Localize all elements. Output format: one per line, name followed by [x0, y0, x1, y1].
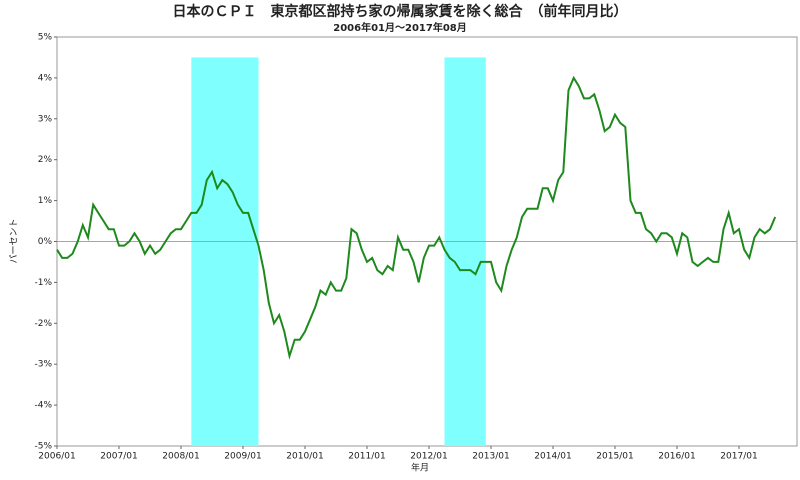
y-tick-label: 1%: [38, 196, 53, 206]
x-tick-label: 2015/01: [596, 452, 633, 462]
shaded-period: [191, 57, 259, 446]
x-axis-label: 年月: [411, 462, 429, 474]
x-tick-label: 2016/01: [658, 452, 695, 462]
x-tick-label: 2010/01: [286, 452, 323, 462]
x-tick-label: 2009/01: [224, 452, 261, 462]
y-tick-label: -2%: [34, 319, 52, 329]
y-tick-label: -5%: [34, 442, 52, 452]
chart-title: 日本のＣＰＩ 東京都区部持ち家の帰属家賃を除く総合 （前年同月比）: [173, 3, 628, 20]
y-tick-label: 5%: [38, 33, 53, 43]
y-tick-label: 4%: [38, 73, 53, 83]
y-tick-label: -3%: [34, 360, 52, 370]
y-tick-label: -1%: [34, 278, 52, 288]
x-tick-label: 2008/01: [162, 452, 199, 462]
x-tick-label: 2006/01: [38, 452, 75, 462]
x-tick-label: 2014/01: [534, 452, 571, 462]
y-tick-label: 3%: [38, 114, 53, 124]
shaded-period: [444, 57, 486, 446]
chart-subtitle: 2006年01月～2017年08月: [333, 21, 467, 34]
x-tick-label: 2007/01: [100, 452, 137, 462]
y-tick-label: 2%: [38, 155, 53, 165]
data-line: [56, 75, 777, 360]
x-tick-label: 2013/01: [472, 452, 509, 462]
x-tick-label: 2012/01: [410, 452, 447, 462]
y-tick-label: -4%: [34, 401, 52, 411]
y-tick-label: 0%: [38, 237, 53, 247]
y-axis-label: パーセント: [9, 218, 20, 263]
x-tick-label: 2011/01: [348, 452, 385, 462]
x-tick-label: 2017/01: [720, 452, 757, 462]
